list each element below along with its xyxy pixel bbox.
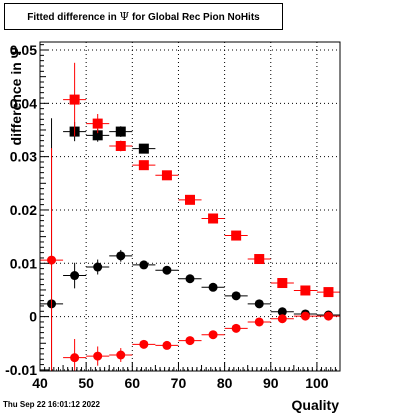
data-point-circle — [254, 299, 264, 309]
data-point-circle — [139, 260, 149, 270]
title-suffix: for Global Rec Pion NoHits — [131, 12, 260, 23]
data-series — [63, 62, 340, 298]
y-tick-label: 0.04 — [10, 95, 37, 111]
data-point-circle — [116, 251, 126, 261]
data-point-square — [323, 287, 334, 298]
chart-title: Fitted difference in Ψ for Global Rec Pi… — [4, 3, 283, 30]
data-point-square — [138, 160, 149, 171]
x-tick-label: 70 — [171, 375, 187, 391]
x-axis-title: Quality — [292, 397, 340, 413]
data-point-square — [161, 170, 172, 181]
x-tick-label: 90 — [263, 375, 279, 391]
x-tick-label: 40 — [32, 375, 48, 391]
data-points — [40, 62, 340, 371]
data-point-square — [208, 213, 219, 224]
title-psi-symbol: Ψ — [119, 10, 130, 23]
data-point-circle — [162, 340, 172, 350]
data-point-square — [138, 143, 149, 154]
data-point-square — [92, 130, 103, 141]
y-tick-label: 0.01 — [10, 255, 37, 271]
axes: 40 50 60 70 80 90 100 -0.01 0 0.01 0.02 0.03 0.04 0.0… — [5, 42, 341, 391]
data-point-circle — [185, 274, 195, 284]
data-point-square — [231, 230, 242, 241]
data-point-square — [277, 278, 288, 289]
title-prefix: Fitted difference in — [27, 12, 117, 23]
data-point-square — [115, 126, 126, 137]
data-point-circle — [231, 291, 241, 301]
y-tick-label: 0.02 — [10, 202, 37, 218]
data-point-circle — [162, 265, 172, 275]
plot-frame — [39, 41, 341, 372]
data-point-circle — [93, 262, 103, 272]
data-point-circle — [116, 350, 126, 360]
data-point-circle — [185, 336, 195, 346]
data-point-circle — [254, 317, 264, 327]
data-point-square — [69, 94, 80, 105]
data-point-square — [92, 118, 103, 129]
x-tick-label: 60 — [125, 375, 141, 391]
data-point-circle — [70, 271, 80, 281]
data-point-circle — [300, 311, 310, 321]
x-tick-label: 50 — [78, 375, 94, 391]
data-point-square — [115, 140, 126, 151]
y-tick-label: 0.03 — [10, 149, 37, 165]
timestamp-footer: Thu Sep 22 16:01:12 2022 — [3, 400, 100, 409]
data-point-circle — [277, 307, 287, 317]
data-point-circle — [208, 282, 218, 292]
data-point-circle — [139, 339, 149, 349]
data-series — [63, 121, 156, 154]
data-series — [40, 148, 340, 371]
data-point-circle — [231, 323, 241, 333]
data-point-circle — [93, 351, 103, 361]
data-point-square — [185, 194, 195, 205]
data-point-square — [254, 254, 265, 265]
data-point-circle — [323, 311, 333, 321]
x-tick-label: 100 — [305, 375, 329, 391]
y-tick-label: -0.01 — [5, 362, 37, 378]
y-tick-label: 0 — [29, 309, 37, 325]
data-point-circle — [47, 255, 57, 265]
data-point-circle — [277, 314, 287, 324]
data-point-circle — [208, 330, 218, 340]
y-axis-title: difference in Ψ — [8, 47, 24, 145]
data-point-square — [300, 285, 311, 296]
x-tick-label: 80 — [217, 375, 233, 391]
data-point-circle — [70, 353, 80, 363]
grid-lines — [40, 42, 340, 371]
y-tick-label: 0.05 — [10, 42, 37, 58]
